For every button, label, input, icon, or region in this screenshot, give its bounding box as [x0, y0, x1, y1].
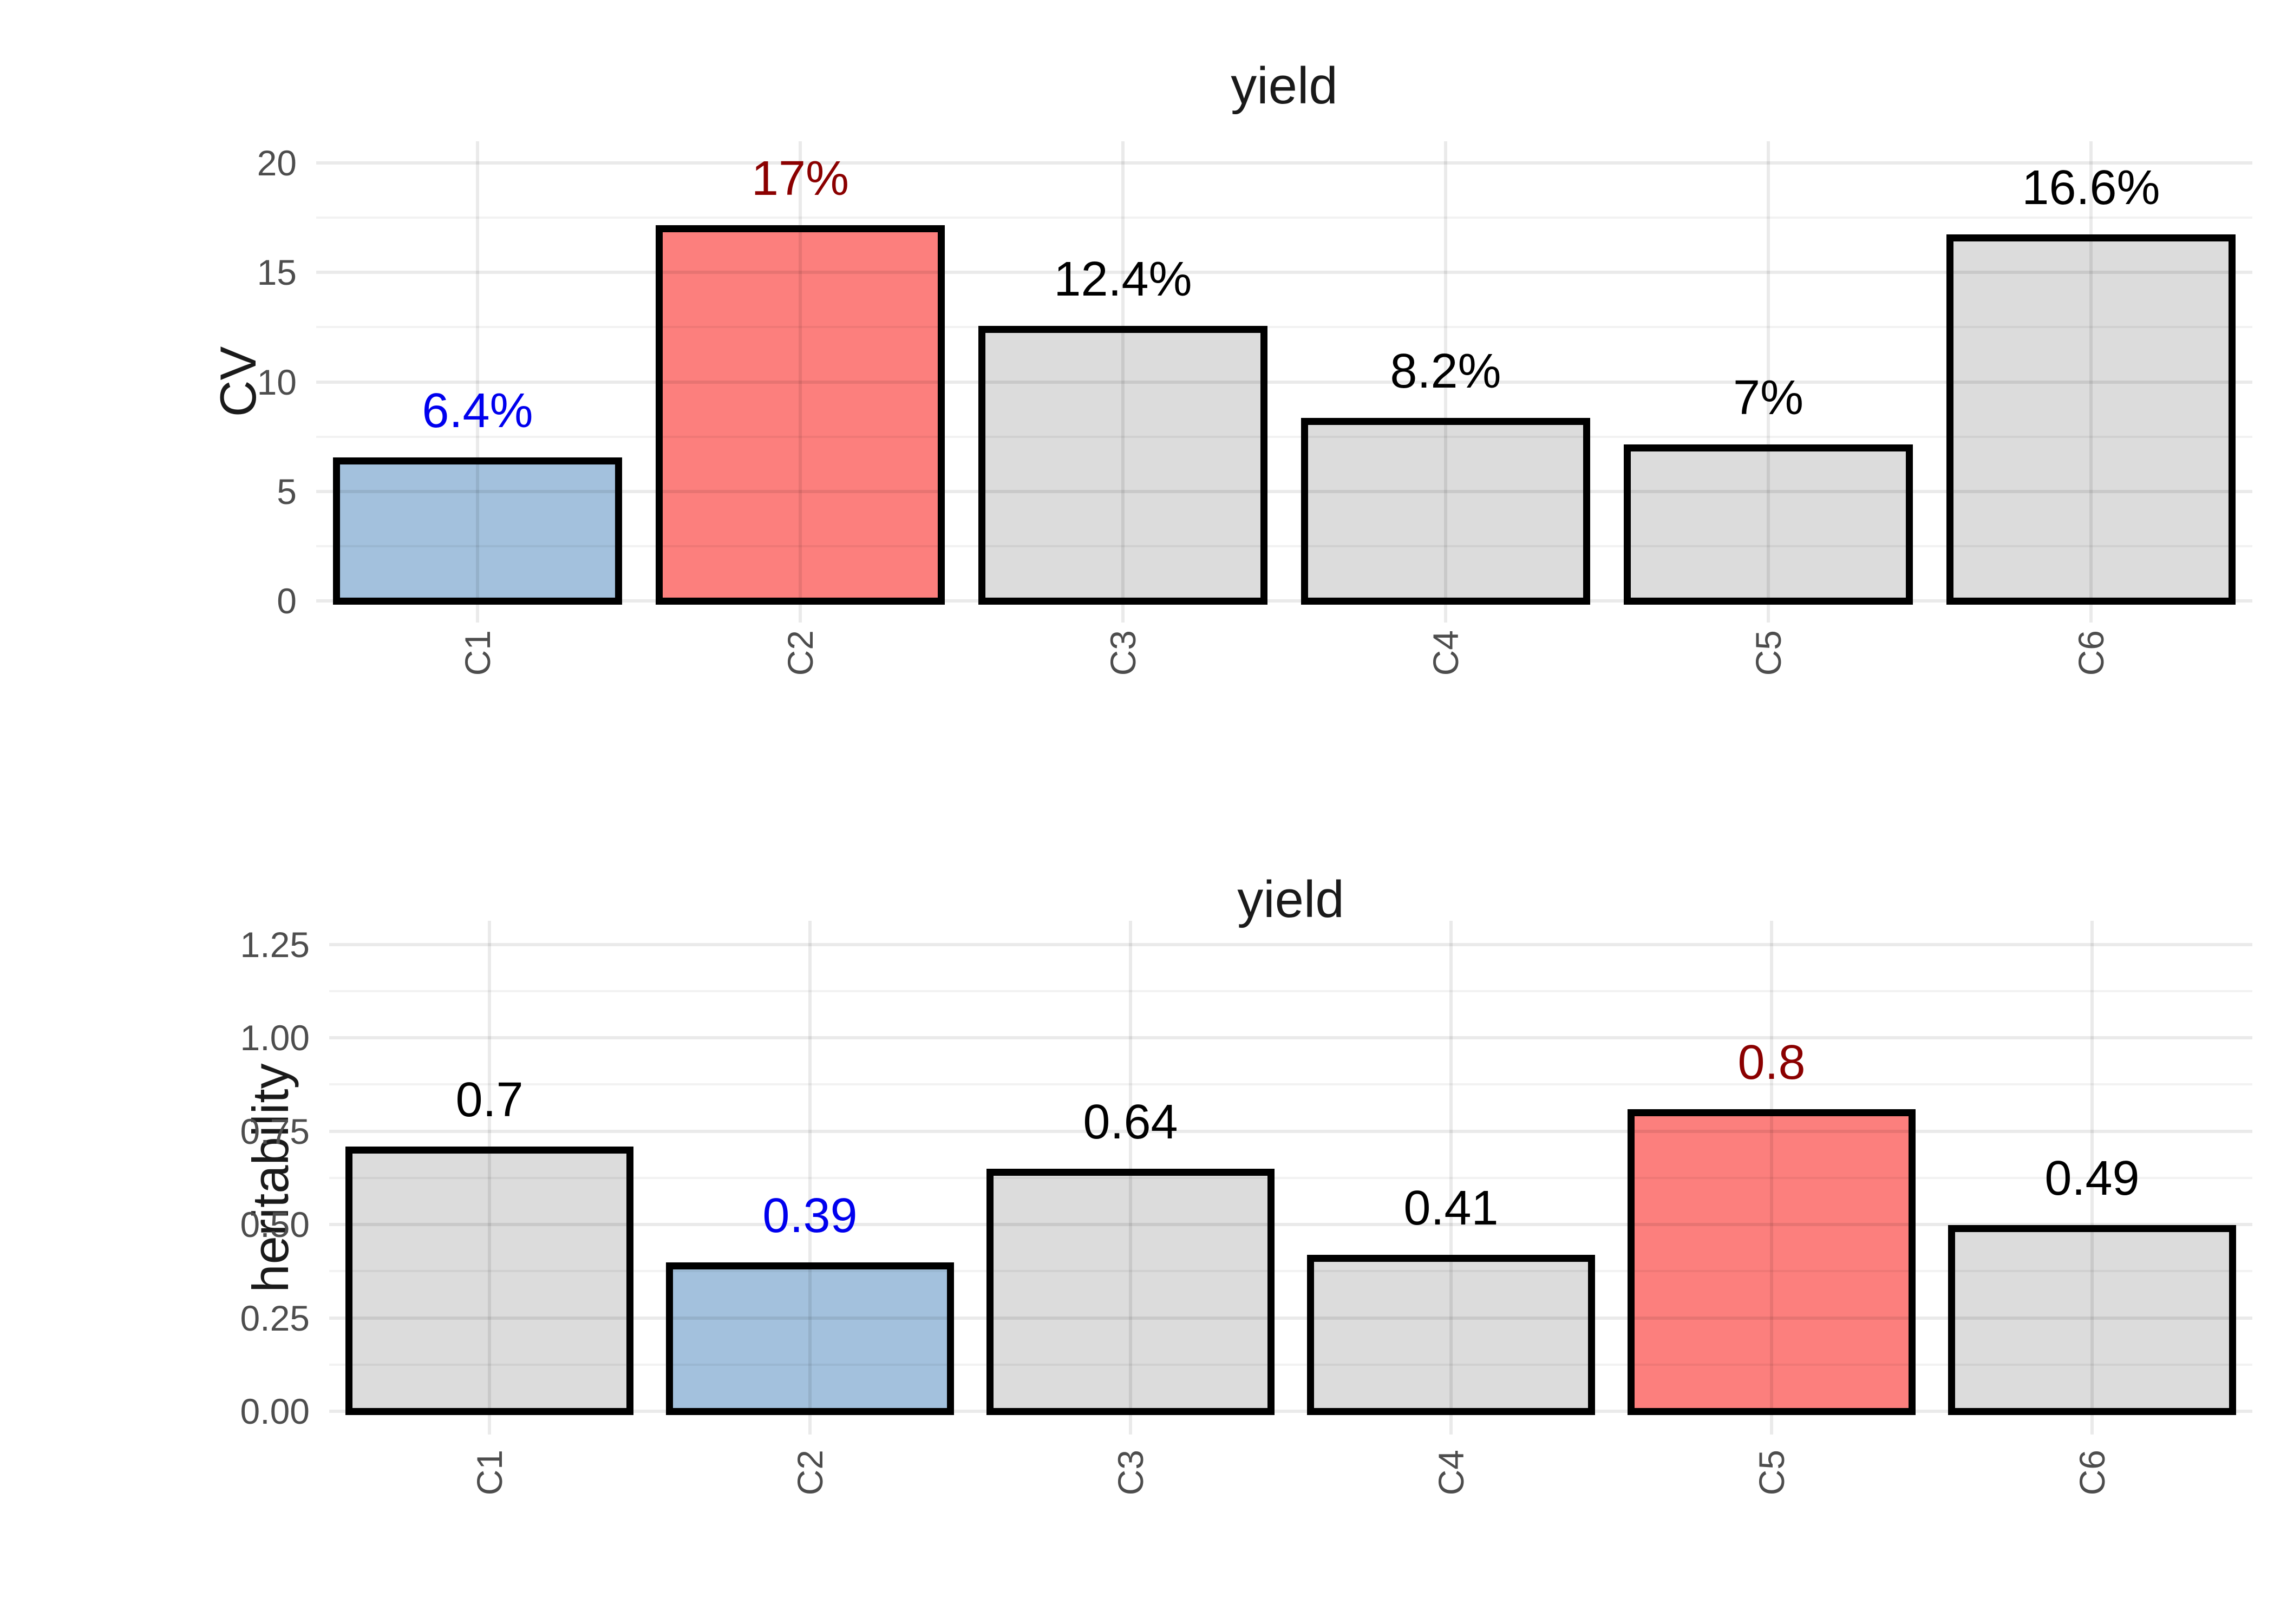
- x-tick-text-c6: C6: [2072, 1450, 2112, 1496]
- gridline-minor-y: [316, 326, 2252, 329]
- x-tick-label-c4: C4: [1431, 1450, 1479, 1495]
- gridline-minor-y: [329, 1083, 2252, 1086]
- gridline-major-y-0.5: [329, 1223, 2252, 1226]
- gridline-major-y-5: [316, 489, 2252, 493]
- y-tick-label: 1.00: [240, 1018, 310, 1058]
- bar-c2: [666, 1262, 954, 1415]
- bar-value-label-c4: 8.2%: [1390, 344, 1501, 399]
- gridline-major-x-C5: [1770, 921, 1773, 1435]
- bar-value-label-c1: 0.7: [455, 1073, 524, 1127]
- y-tick-label: 0.50: [240, 1204, 310, 1245]
- gridline-minor-y: [316, 435, 2252, 438]
- x-tick-label-c2: C2: [790, 1450, 838, 1495]
- heritability-y-axis-title: heritability: [242, 1063, 299, 1293]
- gridline-major-x-C3: [1129, 921, 1132, 1435]
- y-tick-label: 20: [257, 143, 297, 183]
- bar-value-label-c4: 0.41: [1403, 1181, 1499, 1236]
- x-tick-text-c5: C5: [1752, 1450, 1792, 1496]
- bar-c1: [333, 457, 622, 605]
- y-tick-label: 0.75: [240, 1111, 310, 1151]
- gridline-major-y-20: [316, 161, 2252, 165]
- y-tick-label: 0: [277, 581, 297, 621]
- x-tick-label-c5: C5: [1748, 630, 1796, 676]
- gridline-major-x-C2: [808, 921, 812, 1435]
- x-tick-text-c4: C4: [1426, 630, 1466, 676]
- y-tick-label: 10: [257, 362, 297, 402]
- x-tick-text-c1: C1: [458, 630, 498, 676]
- heritability-chart-title: yield: [1237, 870, 1344, 928]
- x-tick-text-c5: C5: [1748, 630, 1788, 676]
- bar-c5: [1628, 1109, 1916, 1415]
- gridline-minor-y: [316, 217, 2252, 219]
- x-tick-label-c4: C4: [1426, 630, 1473, 676]
- x-tick-label-c1: C1: [469, 1450, 517, 1495]
- gridline-major-x-C1: [488, 921, 491, 1435]
- gridline-major-x-C2: [799, 141, 802, 623]
- x-tick-text-c1: C1: [469, 1450, 509, 1496]
- bar-value-label-c1: 6.4%: [422, 384, 533, 438]
- gridline-major-y-0.25: [329, 1316, 2252, 1320]
- bar-c3: [978, 326, 1267, 605]
- gridline-major-x-C1: [476, 141, 479, 623]
- bar-value-label-c3: 0.64: [1083, 1095, 1178, 1150]
- bar-c2: [656, 225, 945, 605]
- y-tick-label: 5: [277, 471, 297, 512]
- gridline-major-x-C3: [1121, 141, 1125, 623]
- x-tick-label-c3: C3: [1110, 1450, 1158, 1495]
- x-tick-text-c3: C3: [1103, 630, 1143, 676]
- gridline-major-y-15: [316, 271, 2252, 274]
- bar-value-label-c5: 7%: [1733, 370, 1804, 425]
- bar-value-label-c6: 0.49: [2044, 1151, 2140, 1206]
- gridline-major-y-0.75: [329, 1129, 2252, 1133]
- cv-chart-title: yield: [1231, 57, 1338, 115]
- gridline-major-y-10: [316, 380, 2252, 384]
- y-tick-label: 0.00: [240, 1391, 310, 1431]
- bar-c3: [986, 1169, 1275, 1415]
- gridline-major-x-C4: [1449, 921, 1453, 1435]
- gridline-minor-y: [329, 990, 2252, 992]
- x-tick-label-c6: C6: [2071, 630, 2119, 676]
- bar-c4: [1301, 418, 1590, 605]
- gridline-major-x-C5: [1767, 141, 1770, 623]
- gridline-major-x-C4: [1444, 141, 1447, 623]
- x-tick-text-c2: C2: [780, 630, 820, 676]
- x-tick-label-c2: C2: [780, 630, 828, 676]
- gridline-major-y-1.25: [329, 942, 2252, 946]
- x-tick-text-c2: C2: [790, 1450, 830, 1496]
- bar-c4: [1307, 1255, 1595, 1415]
- gridline-major-y-0: [316, 599, 2252, 603]
- gridline-minor-y: [329, 1363, 2252, 1366]
- gridline-major-y-1: [329, 1036, 2252, 1039]
- gridline-major-y-0: [329, 1410, 2252, 1413]
- y-tick-label: 15: [257, 252, 297, 293]
- x-tick-text-c4: C4: [1431, 1450, 1471, 1496]
- bar-c1: [345, 1147, 633, 1415]
- gridline-major-x-C6: [2090, 921, 2094, 1435]
- bar-value-label-c6: 16.6%: [2022, 160, 2160, 215]
- gridline-minor-y: [329, 1270, 2252, 1273]
- x-tick-label-c1: C1: [458, 630, 505, 676]
- x-tick-label-c3: C3: [1103, 630, 1151, 676]
- gridline-minor-y: [316, 545, 2252, 547]
- bar-value-label-c3: 12.4%: [1054, 252, 1192, 307]
- x-tick-label-c6: C6: [2072, 1450, 2120, 1495]
- x-tick-label-c5: C5: [1752, 1450, 1799, 1495]
- x-tick-text-c3: C3: [1110, 1450, 1151, 1496]
- bar-c6: [1946, 234, 2236, 605]
- y-tick-label: 0.25: [240, 1298, 310, 1338]
- gridline-major-x-C6: [2089, 141, 2093, 623]
- x-tick-text-c6: C6: [2071, 630, 2111, 676]
- bar-c6: [1948, 1224, 2236, 1415]
- bar-c5: [1624, 444, 1913, 605]
- gridline-minor-y: [329, 1176, 2252, 1179]
- bar-value-label-c2: 17%: [751, 152, 850, 206]
- bar-value-label-c2: 0.39: [762, 1188, 858, 1243]
- bar-value-label-c5: 0.8: [1737, 1036, 1806, 1090]
- y-tick-label: 1.25: [240, 924, 310, 965]
